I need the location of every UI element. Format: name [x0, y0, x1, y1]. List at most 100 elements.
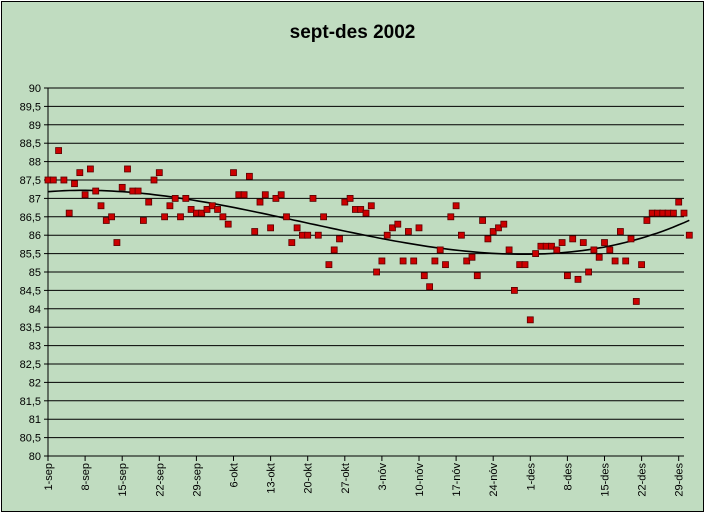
data-point	[272, 194, 280, 202]
data-point	[643, 217, 651, 224]
y-tick-label: 90	[29, 83, 41, 95]
x-tick-label: 15-sep	[117, 463, 129, 497]
data-point	[108, 213, 115, 221]
data-point	[569, 235, 577, 243]
x-tick-label: 1-sep	[43, 463, 55, 491]
data-point	[394, 220, 402, 228]
data-point	[293, 224, 301, 232]
data-point	[320, 213, 328, 221]
data-point	[632, 298, 640, 305]
data-point	[452, 202, 460, 210]
data-point	[134, 187, 142, 195]
data-point	[261, 191, 269, 199]
data-point	[420, 272, 428, 280]
data-point	[558, 239, 566, 246]
y-tick-label: 80,5	[20, 433, 41, 445]
data-point	[463, 257, 471, 265]
data-point	[71, 180, 78, 188]
x-tick-label: 8-sep	[80, 463, 92, 491]
y-tick-label: 82	[29, 377, 41, 389]
x-tick-label: 17-nóv	[451, 463, 463, 497]
data-point	[622, 257, 630, 265]
data-point	[81, 191, 89, 199]
data-point	[415, 224, 423, 232]
data-point	[113, 239, 121, 246]
data-point	[161, 213, 169, 221]
y-tick-label: 87	[29, 193, 41, 205]
x-tick-label: 22-des	[637, 463, 649, 497]
x-tick-label: 20-okt	[303, 463, 315, 494]
data-point	[526, 316, 534, 324]
x-tick-label: 1-des	[525, 463, 537, 491]
data-point	[373, 268, 381, 276]
data-point	[378, 257, 386, 265]
data-point	[245, 172, 253, 180]
y-tick-label: 88	[29, 157, 41, 169]
data-point	[585, 268, 592, 276]
y-tick-label: 89	[29, 120, 41, 132]
data-point	[606, 246, 614, 254]
data-point	[267, 224, 275, 232]
data-point	[638, 261, 645, 269]
data-point	[670, 209, 677, 217]
y-tick-label: 84,5	[20, 285, 41, 297]
data-point	[505, 246, 513, 254]
data-point	[214, 206, 222, 213]
x-tick-label: 27-okt	[340, 463, 352, 494]
data-point	[595, 253, 603, 261]
data-point	[92, 187, 100, 195]
y-tick-label: 80	[29, 451, 41, 463]
data-point	[283, 213, 290, 221]
data-point	[230, 169, 237, 177]
data-point	[680, 209, 688, 217]
data-point	[404, 228, 412, 235]
data-point	[564, 272, 571, 280]
y-tick-label: 81,5	[20, 396, 41, 408]
data-point	[383, 231, 391, 239]
data-point	[489, 228, 497, 235]
y-tick-label: 85	[29, 267, 41, 279]
data-point	[240, 191, 248, 199]
data-point	[357, 206, 365, 213]
data-point	[65, 209, 73, 217]
x-tick-label: 3-nóv	[377, 463, 389, 491]
y-tick-label: 83	[29, 341, 41, 353]
data-point	[579, 239, 587, 246]
data-point	[336, 235, 343, 243]
data-point	[500, 220, 508, 228]
data-point	[124, 165, 131, 173]
x-tick-label: 29-sep	[191, 463, 203, 497]
data-point	[601, 239, 608, 246]
data-point	[198, 209, 206, 217]
data-point	[473, 272, 481, 280]
data-point	[532, 250, 539, 258]
data-point	[468, 253, 476, 261]
y-tick-label: 86	[29, 230, 41, 242]
data-point	[484, 235, 492, 243]
data-point	[495, 224, 502, 232]
data-point	[431, 257, 439, 265]
x-tick-label: 15-des	[600, 463, 612, 497]
data-point	[288, 239, 296, 246]
data-point	[150, 176, 158, 184]
x-tick-label: 24-nóv	[488, 463, 500, 497]
x-tick-label: 13-okt	[266, 463, 278, 494]
data-point	[367, 202, 375, 210]
data-point	[102, 217, 110, 224]
data-point	[171, 194, 179, 202]
y-tick-label: 82,5	[20, 359, 41, 371]
data-point	[219, 213, 227, 221]
data-point	[177, 213, 184, 221]
y-tick-label: 87,5	[20, 175, 41, 187]
data-point	[118, 183, 126, 191]
data-point	[436, 246, 444, 254]
data-point	[553, 246, 561, 254]
data-point	[457, 231, 465, 239]
x-tick-label: 22-sep	[154, 463, 166, 497]
data-point	[346, 194, 354, 202]
data-point	[574, 275, 582, 283]
y-tick-label: 88,5	[20, 138, 41, 150]
data-point	[203, 206, 211, 213]
data-point	[617, 228, 624, 235]
